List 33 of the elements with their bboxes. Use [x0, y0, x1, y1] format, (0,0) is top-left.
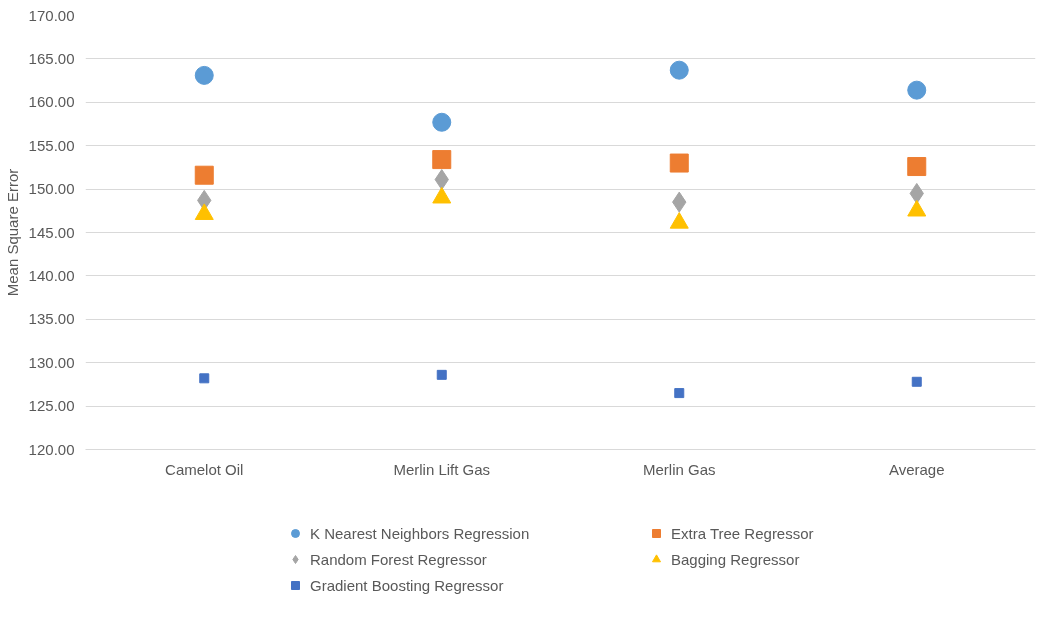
- y-tick-label: 160.00: [28, 93, 75, 111]
- point: [907, 157, 927, 177]
- y-tick-label: 135.00: [28, 310, 75, 328]
- y-tick-label: 150.00: [28, 180, 75, 198]
- point: [674, 388, 685, 399]
- y-tick-label: 140.00: [28, 266, 75, 284]
- point: [907, 80, 927, 100]
- y-tick-label: 120.00: [28, 440, 75, 458]
- point: [669, 153, 689, 173]
- point: [194, 165, 214, 185]
- point: [911, 376, 922, 387]
- point: [432, 112, 452, 132]
- point: [432, 150, 452, 170]
- point: [436, 369, 447, 380]
- legend-label: Gradient Boosting Regressor: [310, 576, 505, 594]
- point: [194, 65, 214, 85]
- x-tick-label: Merlin Gas: [642, 460, 716, 478]
- y-tick-label: 130.00: [28, 353, 75, 371]
- x-tick-label: Merlin Lift Gas: [393, 460, 491, 478]
- y-axis-title: Mean Square Error: [3, 168, 21, 297]
- legend-label: Extra Tree Regressor: [671, 524, 815, 542]
- x-tick-label: Camelot Oil: [165, 460, 244, 478]
- y-tick-label: 125.00: [28, 397, 75, 415]
- x-tick-label: Average: [888, 460, 945, 478]
- legend-label: Bagging Regressor: [671, 550, 801, 568]
- y-tick-label: 145.00: [28, 223, 75, 241]
- y-tick-label: 165.00: [28, 49, 75, 67]
- y-tick-label: 155.00: [28, 136, 75, 154]
- y-tick-label: 170.00: [28, 6, 75, 24]
- point: [669, 60, 689, 80]
- legend-label: Random Forest Regressor: [310, 550, 488, 568]
- point: [199, 373, 210, 384]
- legend-label: K Nearest Neighbors Regression: [310, 524, 531, 542]
